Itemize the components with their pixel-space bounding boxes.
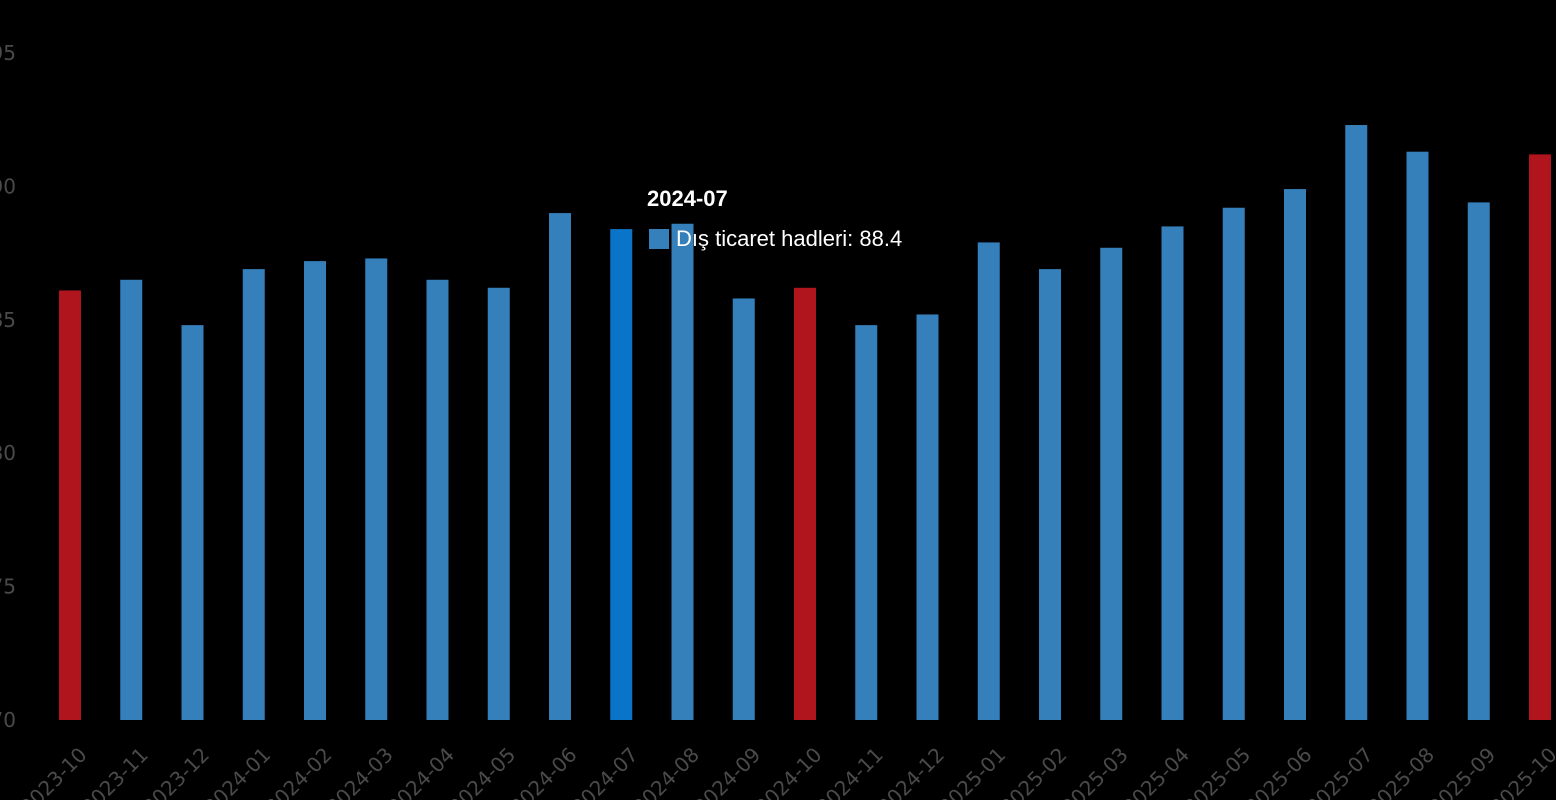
x-tick-label: 2023-11: [77, 743, 153, 800]
bar[interactable]: [794, 287, 816, 720]
bar[interactable]: [1161, 226, 1184, 721]
bar[interactable]: [1467, 202, 1490, 720]
y-tick-label: 95: [0, 41, 16, 65]
bar[interactable]: [916, 314, 939, 720]
x-tick-label: 2024-03: [322, 743, 398, 800]
x-tick-label: 2024-11: [812, 743, 888, 800]
bar[interactable]: [1284, 189, 1306, 720]
x-tick-label: 2024-04: [383, 743, 459, 800]
x-tick-label: 2024-02: [260, 743, 336, 800]
x-tick-label: 2024-06: [505, 743, 581, 800]
y-tick-label: 70: [0, 708, 16, 732]
x-tick-label: 2024-12: [873, 743, 949, 800]
bar[interactable]: [181, 325, 204, 720]
x-tick-label: 2024-10: [750, 743, 826, 800]
x-tick-label: 2025-01: [934, 743, 1010, 800]
y-tick-label: 75: [0, 575, 16, 599]
bar[interactable]: [1222, 207, 1245, 720]
bar[interactable]: [549, 213, 571, 720]
bar[interactable]: [120, 279, 143, 720]
x-tick-label: 2024-09: [689, 743, 765, 800]
y-tick-label: 90: [0, 174, 16, 198]
x-tick-label: 2025-03: [1057, 743, 1133, 800]
x-tick-label: 2025-06: [1240, 743, 1316, 800]
x-tick-label: 2024-07: [567, 743, 643, 800]
x-tick-label: 2025-02: [995, 743, 1071, 800]
bar[interactable]: [732, 298, 755, 720]
x-tick-label: 2024-08: [628, 743, 704, 800]
bar[interactable]: [671, 223, 694, 720]
y-tick-label: 85: [0, 308, 16, 332]
bar[interactable]: [1406, 151, 1429, 720]
x-tick-label: 2024-01: [199, 743, 275, 800]
x-tick-label: 2025-08: [1363, 743, 1439, 800]
bar[interactable]: [1039, 269, 1061, 720]
x-tick-label: 2024-05: [444, 743, 520, 800]
bar[interactable]: [59, 290, 81, 720]
bar[interactable]: [977, 242, 1000, 721]
bar[interactable]: [1529, 154, 1551, 720]
bar[interactable]: [610, 229, 633, 720]
bar[interactable]: [1100, 247, 1123, 721]
bar[interactable]: [426, 279, 449, 720]
x-tick-label: 2025-10: [1485, 743, 1556, 800]
bar[interactable]: [855, 325, 878, 720]
y-tick-label: 80: [0, 441, 16, 465]
x-tick-label: 2025-05: [1179, 743, 1255, 800]
bar[interactable]: [242, 269, 265, 720]
x-tick-label: 2025-07: [1302, 743, 1378, 800]
bar[interactable]: [1345, 125, 1368, 720]
x-tick-label: 2025-04: [1118, 743, 1194, 800]
bar[interactable]: [304, 261, 326, 720]
bar[interactable]: [365, 258, 388, 720]
x-tick-label: 2025-09: [1424, 743, 1500, 800]
bar[interactable]: [487, 287, 510, 720]
x-tick-label: 2023-12: [138, 743, 214, 800]
x-tick-label: 2023-10: [15, 743, 91, 800]
